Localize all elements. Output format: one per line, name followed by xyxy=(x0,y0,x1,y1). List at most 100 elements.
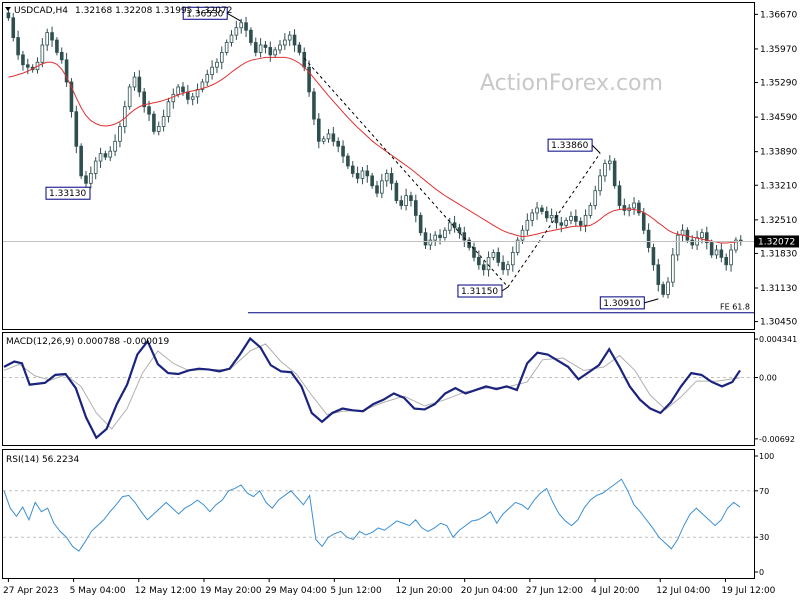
price-candle xyxy=(530,208,534,227)
price-candle xyxy=(608,155,612,171)
current-price-marker: 1.32072 xyxy=(755,235,799,248)
date-tick-label: 12 Jul 04:00 xyxy=(656,586,710,596)
candle-body xyxy=(496,252,501,263)
candle-body xyxy=(152,113,156,132)
price-y-tick-label: 1.35290 xyxy=(760,79,797,89)
price-candle xyxy=(64,52,69,87)
candle-body xyxy=(384,173,389,182)
price-candle xyxy=(45,28,49,51)
price-candle xyxy=(142,87,147,113)
candle-body xyxy=(559,222,564,226)
price-candle xyxy=(525,213,530,236)
date-tick-label: 12 May 12:00 xyxy=(135,586,197,596)
candle-body xyxy=(447,222,452,231)
price-candle xyxy=(69,78,74,118)
candle-body xyxy=(641,212,646,231)
price-candle xyxy=(161,109,166,132)
price-candle xyxy=(724,253,728,271)
price-candle xyxy=(719,243,724,263)
price-candle xyxy=(491,249,496,261)
price-candle xyxy=(477,250,481,270)
price-candle xyxy=(268,41,273,62)
price-candle xyxy=(74,105,79,154)
macd-y-tick-label: 0.004341 xyxy=(759,335,797,344)
rsi-label: RSI(14) 56.2234 xyxy=(6,455,79,465)
price-y-tick-label: 1.31130 xyxy=(760,284,797,294)
candle-body xyxy=(55,39,59,53)
price-candle xyxy=(646,223,651,253)
candle-body xyxy=(515,239,520,253)
annotation-label: 1.33130 xyxy=(49,189,86,199)
price-annotation: 1.36530 xyxy=(182,6,242,22)
candle-body xyxy=(224,42,229,53)
price-candle xyxy=(501,255,505,275)
candle-body xyxy=(622,205,627,211)
price-candle xyxy=(355,166,360,184)
macd-y-tick-label: 0.00 xyxy=(759,374,777,383)
candle-body xyxy=(646,229,651,248)
candle-body xyxy=(612,160,617,187)
price-candle xyxy=(598,168,602,196)
annotation-box xyxy=(547,138,593,152)
price-candle xyxy=(729,244,733,272)
price-annotation: 1.33860 xyxy=(547,138,601,154)
candle-body xyxy=(142,91,147,108)
price-candle xyxy=(622,198,627,216)
candle-body xyxy=(50,32,54,41)
candle-body xyxy=(239,22,244,29)
price-annotation: 1.30910 xyxy=(599,296,659,310)
candle-body xyxy=(219,51,224,63)
candle-body xyxy=(64,59,69,83)
annotation-box xyxy=(182,6,228,20)
price-candle xyxy=(486,251,491,277)
price-candle xyxy=(632,197,636,215)
price-candle xyxy=(583,209,588,233)
candle-body xyxy=(25,64,30,68)
candle-body xyxy=(312,91,316,120)
candle-body xyxy=(578,220,583,226)
price-candle xyxy=(651,243,656,271)
candle-body xyxy=(156,126,161,132)
candle-body xyxy=(283,39,287,46)
candle-body xyxy=(404,195,408,206)
candle-body xyxy=(98,153,103,162)
price-candle xyxy=(574,209,578,227)
symbol-timeframe: USDCAD,H4 xyxy=(14,6,68,16)
candle-body xyxy=(249,29,253,43)
price-candle xyxy=(113,134,117,157)
price-candle xyxy=(156,121,161,136)
candle-body xyxy=(637,202,641,214)
candle-body xyxy=(113,140,117,152)
candle-body xyxy=(268,47,273,56)
price-candle xyxy=(108,146,113,162)
price-candle xyxy=(375,180,379,198)
price-candle xyxy=(292,29,297,52)
price-candle xyxy=(200,79,205,93)
price-candle xyxy=(370,172,374,189)
candle-body xyxy=(350,165,355,174)
candle-body xyxy=(89,173,93,184)
date-tick-label: 19 May 20:00 xyxy=(200,586,262,596)
price-candle xyxy=(50,26,54,47)
price-candle xyxy=(205,69,210,86)
price-candle xyxy=(564,217,568,229)
price-candle xyxy=(103,150,108,161)
candle-body xyxy=(457,227,462,234)
annotation-leader xyxy=(591,144,601,154)
price-annotation: 1.31150 xyxy=(457,284,509,298)
price-y-tick-label: 1.35970 xyxy=(760,45,797,55)
price-candle xyxy=(253,37,258,57)
price-candle xyxy=(709,239,714,258)
price-y-tick-label: 1.33890 xyxy=(760,148,797,158)
candle-body xyxy=(680,229,685,236)
date-tick-label: 5 Jun 12:00 xyxy=(330,586,382,596)
candle-body xyxy=(181,86,185,93)
price-candle xyxy=(59,47,64,64)
price-candle xyxy=(734,237,738,253)
price-candle xyxy=(578,217,583,232)
candle-body xyxy=(210,66,214,76)
candle-body xyxy=(632,202,636,209)
watermark: ActionForex.com xyxy=(480,71,663,96)
